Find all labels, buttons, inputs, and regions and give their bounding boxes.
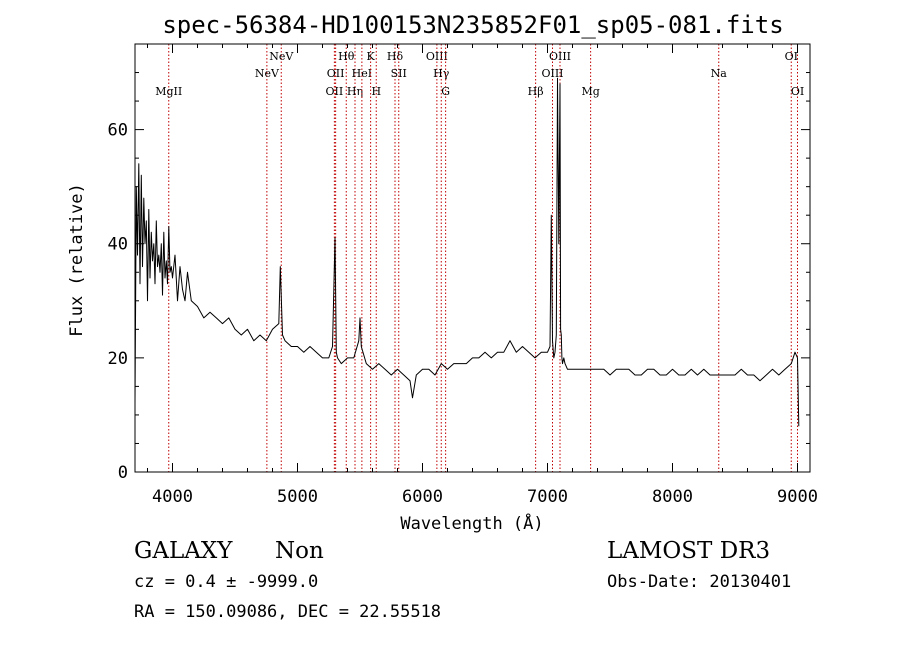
line-label: Mg [581, 85, 599, 98]
x-axis-label: Wavelength (Å) [400, 512, 543, 534]
object-class-label: GALAXY [134, 538, 233, 564]
x-tick-label: 7000 [527, 487, 568, 507]
redshift-text: cz = 0.4 ± -9999.0 [134, 572, 319, 592]
line-label: NeV [255, 67, 280, 80]
x-tick-label: 8000 [652, 487, 693, 507]
axis-ticks: 4000 5000 6000 7000 8000 9000 0 20 40 60 [108, 43, 818, 507]
line-label: OII [327, 67, 345, 80]
line-label: OI [785, 50, 798, 63]
emission-line-markers: MgII NeV NeV OII OII Hθ Hη HeI K H Hδ SII OIII Hγ G Hβ O… [155, 44, 804, 472]
y-tick-label: 40 [108, 235, 128, 255]
y-tick-label: 60 [108, 121, 128, 141]
line-label: MgII [155, 85, 182, 98]
line-label: SII [391, 67, 407, 80]
object-subclass-label: Non [275, 538, 324, 564]
x-tick-label: 5000 [277, 487, 318, 507]
plot-frame [134, 43, 811, 473]
line-label: H [371, 85, 381, 98]
line-label: HeI [352, 67, 372, 80]
spectrum-line [134, 77, 800, 427]
line-label: Hβ [528, 85, 544, 98]
x-tick-label: 6000 [402, 487, 443, 507]
y-tick-label: 0 [118, 463, 128, 483]
line-label: K [367, 50, 376, 63]
line-label: NeV [269, 50, 294, 63]
line-label: Hδ [387, 50, 404, 63]
line-label: OIII [549, 50, 571, 63]
line-label: Na [711, 67, 728, 80]
line-label: OI [791, 85, 804, 98]
y-axis-label: Flux (relative) [67, 183, 87, 337]
y-tick-label: 20 [108, 349, 128, 369]
obs-date-text: Obs-Date: 20130401 [607, 572, 792, 592]
line-label: Hγ [433, 67, 450, 80]
line-label: G [441, 85, 450, 98]
line-label: OIII [541, 67, 563, 80]
spectrum-series [134, 77, 800, 427]
x-tick-label: 4000 [152, 487, 193, 507]
line-label: OII [326, 85, 344, 98]
survey-label: LAMOST DR3 [607, 538, 771, 564]
line-label: Hη [347, 85, 363, 98]
line-label: Hθ [338, 50, 355, 63]
line-label: OIII [426, 50, 448, 63]
x-tick-label: 9000 [777, 487, 818, 507]
coordinates-text: RA = 150.09086, DEC = 22.55518 [134, 602, 442, 622]
chart-title: spec-56384-HD100153N235852F01_sp05-081.f… [162, 11, 783, 39]
